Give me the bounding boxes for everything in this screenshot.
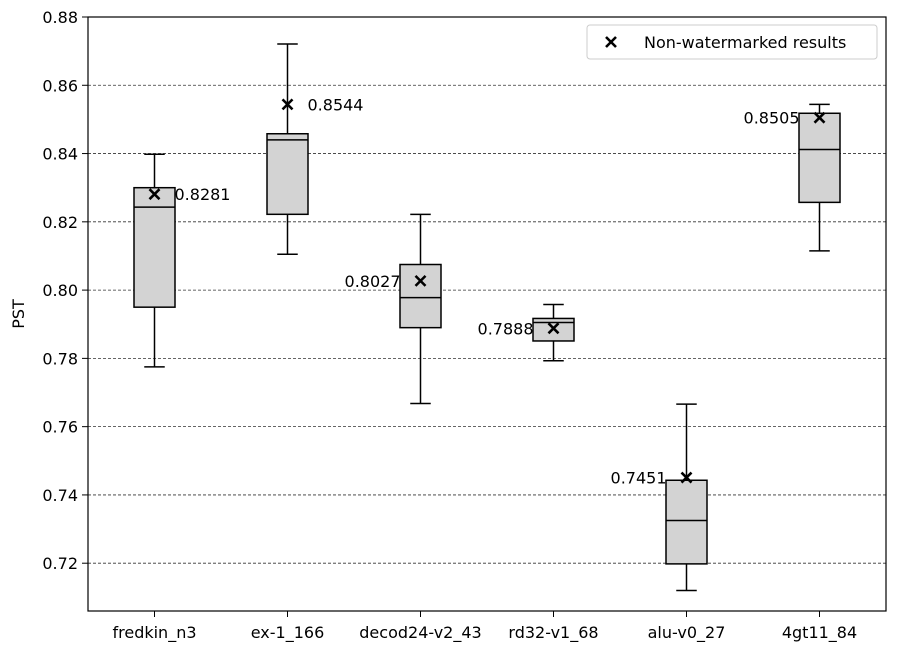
x-tick-label: decod24-v2_43 <box>359 623 481 643</box>
marker-fredkin_n3 <box>148 188 161 201</box>
marker-series: 0.8281 0.8544 0.8027 0.7888 0.7451 0.8505 <box>148 95 826 488</box>
marker-ex-1_166 <box>281 98 294 111</box>
x-axis-ticks: fredkin_n3 ex-1_166 decod24-v2_43 rd32-v1_6… <box>112 611 857 643</box>
box-rd32-v1_68 <box>532 303 575 362</box>
iqr-box <box>665 479 708 565</box>
y-tick-label: 0.74 <box>42 486 78 505</box>
axes <box>87 16 887 612</box>
y-tick-label: 0.86 <box>42 76 78 95</box>
x-marker-stroke <box>414 274 427 287</box>
marker-value-label: 0.7451 <box>611 469 667 488</box>
box-4gt11_84 <box>798 103 841 252</box>
plot-frame <box>87 16 887 612</box>
y-tick-label: 0.76 <box>42 418 78 437</box>
box-ex-1_166 <box>266 43 309 256</box>
iqr-box <box>399 263 442 329</box>
y-tick-label: 0.80 <box>42 281 78 300</box>
y-tick-label: 0.78 <box>42 349 78 368</box>
marker-4gt11_84 <box>813 111 826 124</box>
box-series <box>133 43 841 592</box>
marker-value-label: 0.8544 <box>308 95 364 114</box>
marker-value-label: 0.7888 <box>478 319 534 338</box>
x-tick-label: ex-1_166 <box>251 623 325 643</box>
iqr-box <box>133 186 176 308</box>
legend-entry-label: Non-watermarked results <box>644 33 846 52</box>
marker-decod24-v2_43 <box>414 274 427 287</box>
box-fredkin_n3 <box>133 153 176 368</box>
marker-alu-v0_27 <box>680 471 693 484</box>
x-tick-label: rd32-v1_68 <box>508 623 598 643</box>
x-tick-label: fredkin_n3 <box>112 623 196 643</box>
marker-value-label: 0.8505 <box>744 109 800 128</box>
y-tick-label: 0.72 <box>42 554 78 573</box>
iqr-box <box>798 112 841 204</box>
legend: Non-watermarked results <box>586 24 878 60</box>
x-marker-stroke <box>148 188 161 201</box>
x-marker-stroke <box>605 36 617 48</box>
marker-rd32-v1_68 <box>547 322 560 335</box>
y-axis-label: PST <box>9 299 28 329</box>
y-tick-label: 0.88 <box>42 8 78 27</box>
box-decod24-v2_43 <box>399 213 442 405</box>
x-marker-stroke <box>547 322 560 335</box>
x-marker-stroke <box>680 471 693 484</box>
marker-value-label: 0.8281 <box>175 185 231 204</box>
iqr-box <box>266 133 309 216</box>
legend-marker-glyph <box>605 36 617 48</box>
y-axis-ticks: 0.72 0.74 0.76 0.78 0.80 0.82 0.84 0.86 0.88 <box>42 8 88 573</box>
grid-lines <box>88 84 886 564</box>
legend-x-marker-icon <box>605 36 617 48</box>
x-marker-stroke <box>281 98 294 111</box>
x-tick-label: alu-v0_27 <box>648 623 726 643</box>
legend-frame <box>586 24 878 60</box>
marker-value-label: 0.8027 <box>345 272 401 291</box>
y-tick-label: 0.82 <box>42 213 78 232</box>
y-tick-label: 0.84 <box>42 145 78 164</box>
box-alu-v0_27 <box>665 403 708 592</box>
x-tick-label: 4gt11_84 <box>782 623 857 643</box>
x-marker-stroke <box>813 111 826 124</box>
